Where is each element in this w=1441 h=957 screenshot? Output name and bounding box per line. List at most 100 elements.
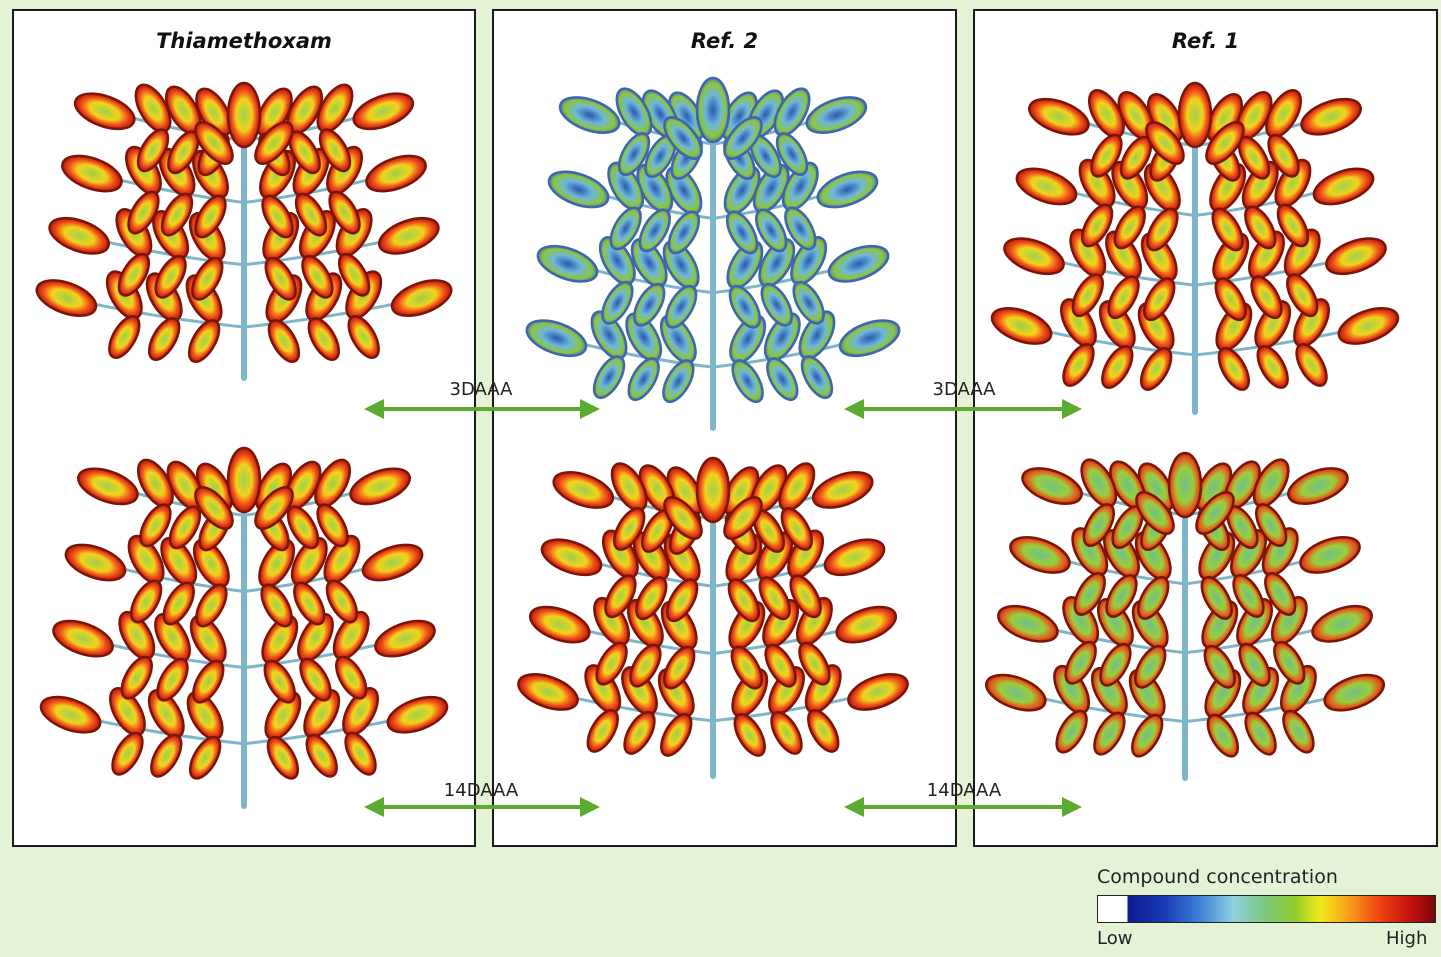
- leaf: [727, 356, 769, 407]
- leaf: [262, 732, 304, 783]
- legend-title: Compound concentration: [1097, 866, 1338, 888]
- leaf: [1202, 710, 1244, 761]
- leaf: [555, 90, 624, 139]
- leaf: [1141, 204, 1183, 255]
- leaf: [36, 690, 105, 739]
- timing-label-3daaa-left: 3DAAA: [361, 379, 601, 400]
- leaf: [32, 273, 101, 322]
- leaf: [1240, 708, 1282, 759]
- leaf: [761, 354, 803, 405]
- leaf: [1126, 710, 1168, 761]
- leaf: [1025, 92, 1094, 141]
- leaf: [74, 462, 143, 511]
- leaf: [533, 239, 602, 288]
- leaf: [697, 458, 729, 522]
- leaf: [522, 313, 591, 362]
- leaf: [184, 732, 226, 783]
- leaf: [618, 708, 660, 759]
- legend-low-label: Low: [1097, 928, 1132, 949]
- leaf: [1320, 668, 1389, 717]
- leaf: [61, 538, 130, 587]
- leaf: [1196, 573, 1238, 624]
- leaf: [1169, 453, 1201, 517]
- leaf: [1018, 461, 1087, 510]
- leaf: [1006, 530, 1075, 579]
- plant-1: [32, 79, 456, 378]
- legend-high-label: High: [1386, 928, 1427, 949]
- leaf: [835, 313, 904, 362]
- leaf: [1051, 706, 1093, 757]
- leaf: [813, 165, 882, 214]
- leaf: [143, 314, 185, 365]
- leaf: [1297, 92, 1366, 141]
- plant-4: [514, 458, 913, 776]
- leaf: [802, 706, 844, 757]
- leaf: [1210, 274, 1252, 325]
- leaf: [1000, 232, 1069, 281]
- leaf: [263, 316, 305, 367]
- leaf: [301, 730, 343, 781]
- leaf: [45, 211, 114, 260]
- leaf: [343, 312, 385, 363]
- timing-label-14daaa-right: 14DAAA: [844, 780, 1084, 801]
- leaf: [723, 575, 765, 626]
- leaf: [387, 273, 456, 322]
- leaf: [1309, 162, 1378, 211]
- leaf: [1138, 274, 1180, 325]
- leaf: [514, 667, 583, 716]
- leaf: [987, 301, 1056, 350]
- leaf: [808, 465, 877, 514]
- plant-3: [522, 78, 904, 428]
- leaf: [49, 614, 118, 663]
- leaf: [106, 728, 148, 779]
- leaf: [820, 533, 889, 582]
- leaf: [145, 730, 187, 781]
- timing-label-14daaa-left: 14DAAA: [361, 780, 601, 801]
- leaf: [58, 149, 127, 198]
- leaf: [1322, 232, 1391, 281]
- leaf: [844, 667, 913, 716]
- leaf: [655, 710, 697, 761]
- leaf: [1207, 204, 1249, 255]
- leaf: [340, 728, 382, 779]
- leaf: [1277, 706, 1319, 757]
- leaf: [544, 165, 613, 214]
- leaf: [824, 239, 893, 288]
- leaf: [294, 654, 336, 705]
- leaf: [802, 90, 871, 139]
- leaf: [228, 83, 260, 147]
- leaf: [349, 87, 418, 136]
- leaf: [1132, 573, 1174, 624]
- leaf: [729, 710, 771, 761]
- leaf: [1179, 83, 1211, 147]
- leaf: [371, 614, 440, 663]
- leaf: [657, 356, 699, 407]
- leaf: [375, 211, 444, 260]
- leaf: [765, 708, 807, 759]
- leaf: [183, 316, 225, 367]
- leaf: [358, 538, 427, 587]
- leaf: [724, 281, 766, 332]
- leaf: [190, 580, 232, 631]
- leaf: [228, 448, 260, 512]
- plant-2: [36, 448, 451, 806]
- leaf: [1129, 641, 1171, 692]
- leaf: [1096, 342, 1138, 393]
- leaf: [832, 600, 901, 649]
- leaf: [582, 706, 624, 757]
- leaf: [623, 354, 665, 405]
- leaf: [982, 668, 1051, 717]
- leaf: [151, 654, 193, 705]
- leaf: [726, 642, 768, 693]
- plant-5: [987, 83, 1402, 412]
- leaf: [1088, 708, 1130, 759]
- leaf: [658, 642, 700, 693]
- leaf: [1135, 344, 1177, 395]
- leaf: [1213, 344, 1255, 395]
- leaf: [525, 600, 594, 649]
- leaf: [1252, 342, 1294, 393]
- leaf: [697, 78, 729, 142]
- leaf: [362, 149, 431, 198]
- legend-color-scale: [1097, 895, 1436, 923]
